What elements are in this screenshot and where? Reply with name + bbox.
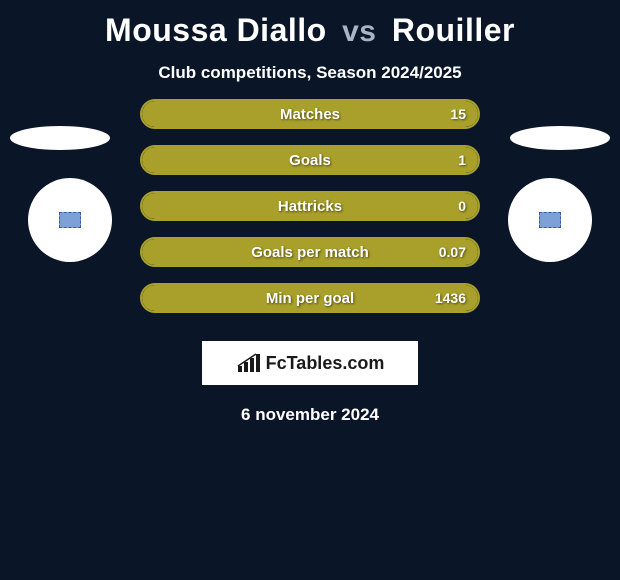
brand-watermark: FcTables.com [202,341,418,385]
snapshot-date: 6 november 2024 [0,405,620,425]
stat-label: Min per goal [266,290,354,307]
stat-label: Matches [280,106,340,123]
stat-value-right: 0 [458,198,466,214]
stat-value-right: 0.07 [439,244,466,260]
player1-name: Moussa Diallo [105,12,327,48]
stat-row: Min per goal 1436 [140,283,480,313]
stat-row: Goals 1 [140,145,480,175]
player2-club-badge [508,178,592,262]
stat-label: Hattricks [278,198,342,215]
brand-chart-icon [236,352,262,374]
flag-icon [539,212,561,228]
flag-icon [59,212,81,228]
player2-avatar-placeholder [510,126,610,150]
player1-club-badge [28,178,112,262]
stat-label: Goals per match [251,244,369,261]
brand-text: FcTables.com [266,353,385,374]
player2-name: Rouiller [392,12,515,48]
stat-value-right: 1 [458,152,466,168]
stat-row: Matches 15 [140,99,480,129]
stat-value-right: 15 [450,106,466,122]
stat-row: Hattricks 0 [140,191,480,221]
stat-label: Goals [289,152,331,169]
player1-avatar-placeholder [10,126,110,150]
stat-value-right: 1436 [435,290,466,306]
subtitle: Club competitions, Season 2024/2025 [0,63,620,83]
comparison-title: Moussa Diallo vs Rouiller [0,0,620,49]
vs-separator: vs [342,15,376,48]
stat-row: Goals per match 0.07 [140,237,480,267]
